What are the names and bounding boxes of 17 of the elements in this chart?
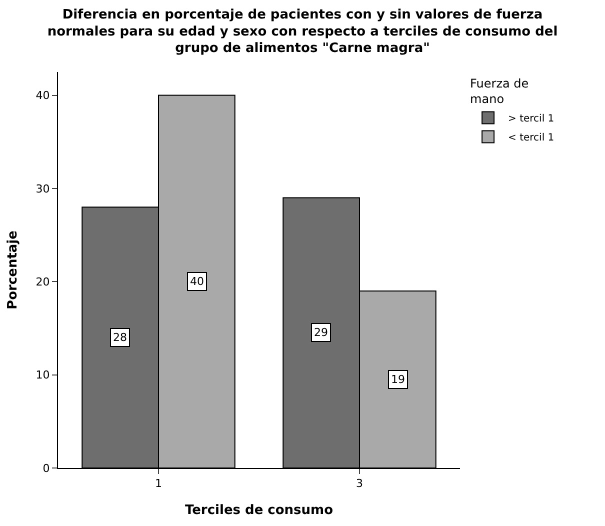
y-tick-label: 40 (36, 89, 50, 102)
y-tick-label: 20 (36, 276, 50, 288)
data-label: 28 (113, 331, 127, 344)
y-tick-label: 30 (36, 182, 50, 196)
y-axis-title: Porcentaje (6, 230, 21, 310)
x-axis-title: Terciles de consumo (184, 502, 334, 518)
data-label: 29 (314, 326, 328, 339)
legend-label: < tercil 1 (508, 132, 554, 144)
y-tick-label: 10 (36, 368, 50, 382)
chart-title: Diferencia en porcentaje de pacientes con y sin valores de fuerza normales para su edad y sexo con respecto a terciles de consumo del grupo de alimentos "Carne magra" (47, 7, 558, 56)
x-tick-label: 3 (356, 477, 363, 490)
data-label: 19 (391, 373, 405, 386)
legend-title: Fuerza de mano (470, 76, 529, 106)
x-tick-label: 1 (155, 477, 162, 490)
legend-label: > tercil 1 (508, 114, 554, 125)
data-label: 40 (190, 275, 204, 288)
y-tick-label: 0 (42, 462, 50, 475)
